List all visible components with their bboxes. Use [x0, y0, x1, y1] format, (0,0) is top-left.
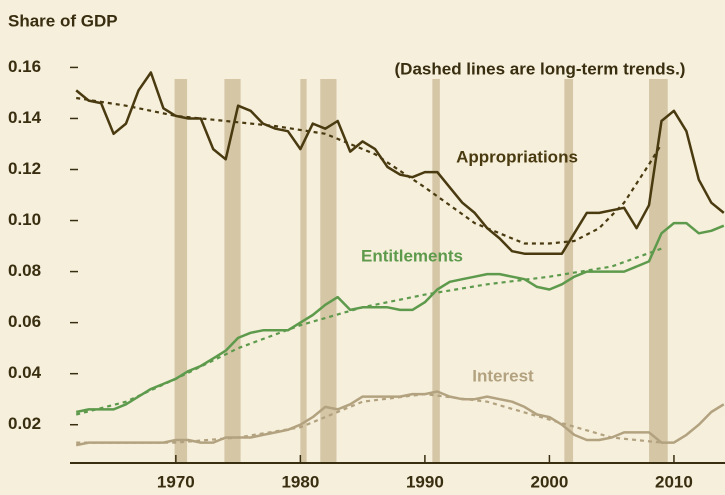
y-tick-label: 0.08 [8, 261, 41, 280]
series-label: Entitlements [361, 246, 463, 265]
trend-line [76, 96, 663, 245]
y-axis-title: Share of GDP [8, 11, 118, 30]
recession-band [432, 79, 440, 463]
x-tick-label: 1980 [281, 472, 319, 491]
recession-band [174, 79, 188, 463]
y-tick-label: 0.16 [8, 57, 41, 76]
series-line [75, 390, 725, 447]
recession-band [564, 79, 574, 463]
x-tick-label: 1990 [406, 472, 444, 491]
series-line [75, 221, 725, 414]
x-tick-label: 2010 [655, 472, 693, 491]
y-tick-label: 0.14 [8, 108, 42, 127]
recession-band [320, 79, 337, 463]
y-tick-label: 0.10 [8, 210, 41, 229]
plot-area [70, 66, 725, 464]
series-label: Appropriations [456, 147, 578, 166]
series-line [75, 71, 725, 255]
recession-band [224, 79, 241, 463]
annotation: (Dashed lines are long-term trends.) [395, 59, 686, 78]
trend-line [76, 393, 662, 444]
y-tick-label: 0.04 [8, 363, 42, 382]
y-tick-label: 0.02 [8, 414, 41, 433]
x-tick-label: 2000 [531, 472, 569, 491]
recession-band [300, 79, 307, 463]
y-tick-label: 0.06 [8, 312, 41, 331]
series-label: Interest [472, 366, 534, 385]
y-tick-label: 0.12 [8, 159, 41, 178]
x-tick-label: 1970 [157, 472, 195, 491]
